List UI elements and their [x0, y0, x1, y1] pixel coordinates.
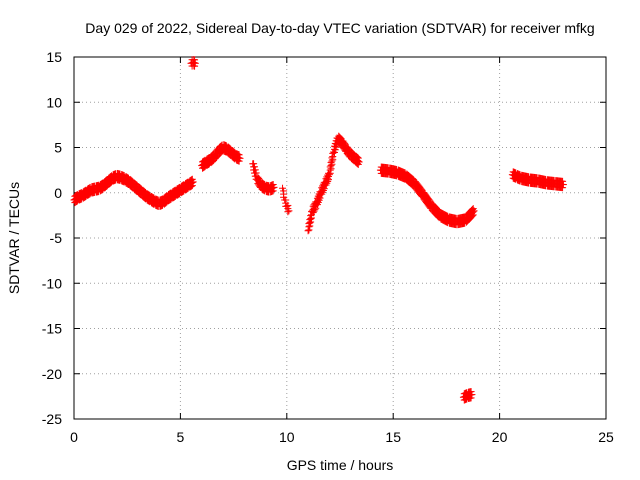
data-point — [559, 181, 567, 189]
data-point — [191, 56, 199, 64]
data-point — [284, 201, 292, 209]
data-point — [322, 181, 330, 189]
data-point — [305, 226, 313, 234]
y-tick-labels: 15 10 5 0 -5 -10 -15 -20 -25 — [42, 49, 62, 427]
data-point — [329, 156, 337, 164]
data-point — [309, 209, 317, 217]
data-point — [311, 206, 319, 214]
data-point — [336, 133, 344, 141]
data-point — [354, 154, 362, 162]
data-point — [353, 153, 361, 161]
data-point — [259, 179, 267, 187]
data-point — [225, 144, 233, 152]
data-point — [252, 169, 260, 177]
data-point — [324, 177, 332, 185]
data-point — [329, 149, 337, 157]
data-point — [236, 154, 244, 162]
data-point — [310, 207, 318, 215]
data-point — [307, 218, 315, 226]
data-point — [280, 187, 288, 195]
x-tick-label: 0 — [70, 429, 78, 445]
data-point — [468, 212, 476, 220]
data-point — [468, 213, 476, 221]
grid-lines — [74, 57, 606, 419]
data-point — [353, 153, 361, 161]
x-tick-label: 10 — [279, 429, 295, 445]
data-point — [559, 184, 567, 192]
data-point — [320, 185, 328, 193]
data-point — [319, 186, 327, 194]
data-point — [306, 222, 314, 230]
data-point — [304, 227, 312, 235]
data-points — [70, 56, 567, 404]
data-point — [355, 158, 363, 166]
data-point — [285, 207, 293, 215]
x-tick-label: 15 — [385, 429, 401, 445]
data-point — [468, 391, 476, 399]
data-point — [216, 149, 224, 157]
data-point — [208, 158, 216, 166]
data-point — [316, 194, 324, 202]
x-tick-labels: 0 5 10 15 20 25 — [70, 429, 614, 445]
y-tick-label: 0 — [54, 185, 62, 201]
y-tick-label: -15 — [42, 321, 62, 337]
y-tick-label: -5 — [50, 230, 63, 246]
y-tick-label: 15 — [46, 49, 62, 65]
data-point — [282, 196, 290, 204]
data-point — [189, 178, 197, 186]
data-point — [323, 179, 331, 187]
y-tick-label: 10 — [46, 94, 62, 110]
data-point — [187, 182, 195, 190]
data-point — [251, 166, 259, 174]
data-point — [408, 174, 416, 182]
data-point — [326, 169, 334, 177]
data-point — [269, 187, 277, 195]
x-tick-label: 25 — [598, 429, 614, 445]
data-point — [188, 182, 196, 190]
data-point — [327, 165, 335, 173]
y-tick-label: -20 — [42, 366, 62, 382]
data-point — [136, 183, 144, 191]
data-point — [348, 149, 356, 157]
data-point — [341, 140, 349, 148]
data-point — [307, 214, 315, 222]
data-point — [270, 183, 278, 191]
y-tick-label: 5 — [54, 140, 62, 156]
x-axis-label: GPS time / hours — [287, 457, 394, 473]
data-point — [191, 62, 199, 70]
data-point — [284, 208, 292, 216]
data-point — [559, 177, 567, 185]
data-point — [127, 176, 135, 184]
data-point — [328, 160, 336, 168]
data-point — [469, 211, 477, 219]
data-point — [191, 59, 199, 67]
tick-marks — [73, 56, 607, 420]
data-point — [250, 163, 258, 171]
data-point — [470, 207, 478, 215]
data-point — [318, 190, 326, 198]
x-tick-label: 5 — [177, 429, 185, 445]
data-point — [235, 151, 243, 159]
x-tick-label: 20 — [492, 429, 508, 445]
data-point — [101, 183, 109, 191]
data-point — [433, 205, 441, 213]
y-tick-label: -10 — [42, 275, 62, 291]
data-point — [319, 188, 327, 196]
chart-title: Day 029 of 2022, Sidereal Day-to-day VTE… — [85, 20, 594, 36]
data-point — [328, 154, 336, 162]
y-axis-label: SDTVAR / TECUs — [6, 182, 22, 294]
data-point — [467, 394, 475, 402]
y-tick-label: -25 — [42, 411, 62, 427]
data-point — [312, 204, 320, 212]
data-point — [325, 171, 333, 179]
data-point — [84, 191, 92, 199]
data-point — [131, 180, 139, 188]
data-point — [467, 388, 475, 396]
data-point — [250, 160, 258, 168]
data-point — [187, 183, 195, 191]
data-point — [325, 176, 333, 184]
